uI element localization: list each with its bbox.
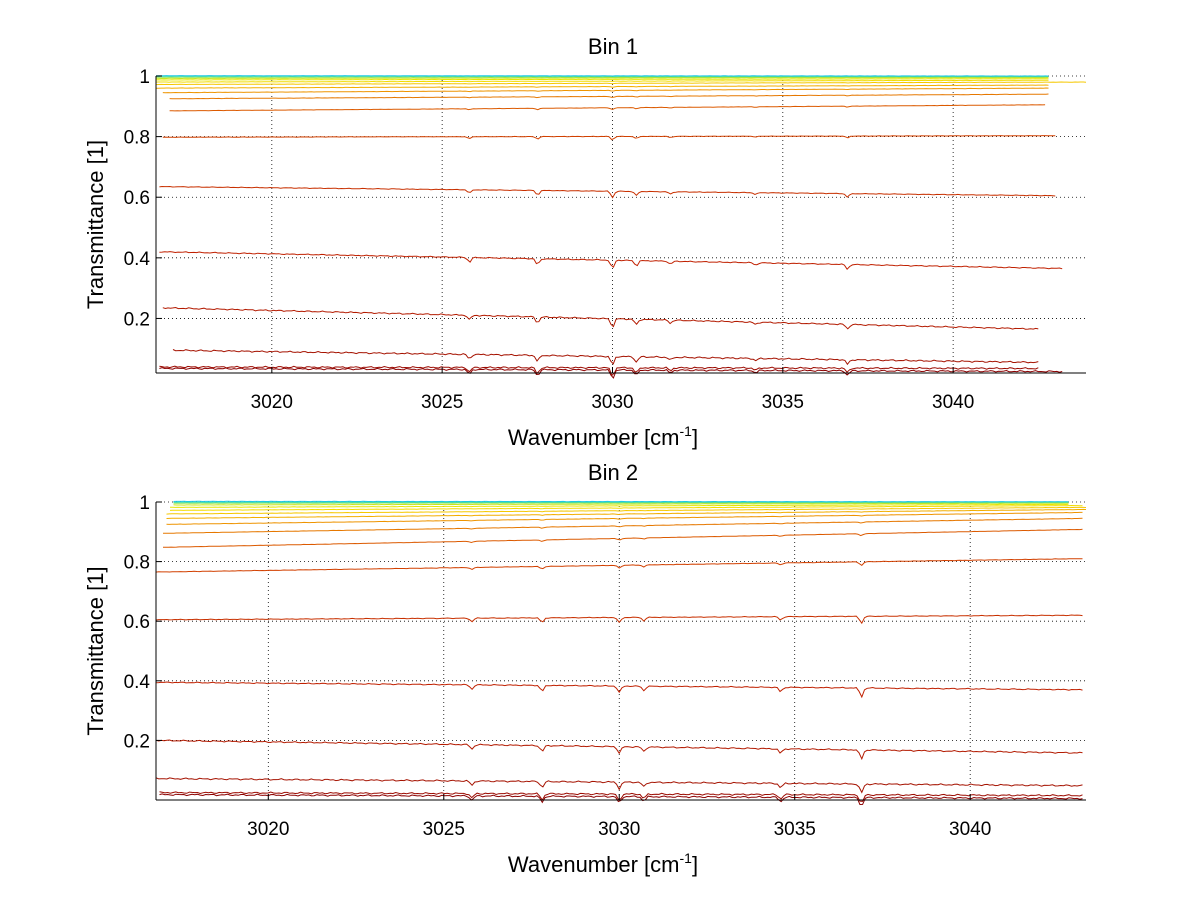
series-line	[169, 93, 1049, 100]
x-tick-label: 3020	[247, 819, 289, 840]
x-axis-title-end: ]	[692, 852, 698, 877]
x-axis-title-main: Wavenumber [cm	[508, 425, 680, 450]
chart-title: Bin 2	[588, 460, 638, 485]
series-line	[155, 78, 1049, 81]
series-line	[155, 79, 1049, 83]
series-line	[173, 502, 1069, 506]
series-line	[155, 76, 1049, 80]
x-tick-label: 3040	[949, 819, 991, 840]
series-line	[166, 508, 1087, 519]
x-tick-label: 3035	[762, 392, 804, 413]
y-tick-label: 1	[139, 67, 150, 88]
x-tick-label: 3030	[591, 392, 633, 413]
series-line	[155, 75, 1049, 77]
x-axis-title: Wavenumber [cm-1]	[508, 423, 698, 450]
series-line	[155, 777, 1083, 794]
series-line	[170, 503, 1069, 508]
y-tick-label: 0.6	[124, 188, 150, 209]
series-group	[155, 75, 1087, 379]
series-line	[155, 681, 1083, 699]
series-line	[156, 84, 1049, 89]
series-line	[159, 367, 1063, 379]
series-line	[163, 528, 1083, 548]
x-tick-label: 3035	[774, 819, 816, 840]
x-axis-title: Wavenumber [cm-1]	[508, 850, 698, 877]
series-line	[172, 349, 1039, 366]
series-line	[162, 517, 1083, 534]
series-line	[155, 81, 1087, 86]
series-line	[159, 251, 1063, 270]
series-line	[166, 506, 1087, 515]
subplot-2: 3020 3025 3030 3035 3040 0.2 0.4 0.6 0.8 1 Bin 2 Wa…	[83, 460, 1087, 877]
series-line	[166, 511, 1083, 525]
series-group	[155, 500, 1087, 806]
subplot-1: 3020 3025 3030 3035 3040 0.2 0.4 0.6 0.8 1 Bin 1 Wa…	[83, 34, 1087, 450]
series-line	[159, 365, 1039, 377]
grid	[156, 501, 1086, 800]
chart-title: Bin 1	[588, 34, 638, 59]
series-line	[155, 739, 1083, 761]
x-axis-title-main: Wavenumber [cm	[508, 852, 680, 877]
series-line	[155, 76, 1049, 78]
y-tick-label: 0.2	[124, 309, 150, 330]
x-tick-label: 3025	[423, 819, 465, 840]
series-line	[162, 135, 1056, 141]
x-tick-label: 3025	[421, 392, 463, 413]
y-axis-title: Transmittance [1]	[83, 566, 108, 735]
y-tick-label: 1	[139, 493, 150, 514]
series-line	[173, 500, 1069, 503]
y-tick-label: 0.8	[124, 128, 150, 149]
series-line	[162, 87, 1049, 94]
x-tick-label: 3030	[598, 819, 640, 840]
series-line	[169, 504, 1083, 511]
series-line	[159, 791, 1083, 802]
x-axis-title-superscript: -1	[680, 850, 693, 866]
grid	[156, 75, 1086, 373]
y-tick-label: 0.6	[124, 612, 150, 633]
series-line	[155, 614, 1083, 625]
x-axis-title-end: ]	[692, 425, 698, 450]
y-tick-label: 0.4	[124, 672, 151, 693]
y-axis-title: Transmittance [1]	[83, 140, 108, 309]
series-line	[162, 306, 1039, 330]
series-line	[173, 501, 1069, 504]
series-line	[155, 558, 1083, 573]
x-tick-label: 3040	[932, 392, 974, 413]
series-line	[159, 185, 1056, 199]
series-line	[169, 104, 1046, 112]
y-tick-label: 0.8	[124, 553, 150, 574]
y-tick-label: 0.4	[124, 249, 151, 270]
x-axis-title-superscript: -1	[680, 423, 693, 439]
x-tick-label: 3020	[251, 392, 293, 413]
y-tick-label: 0.2	[124, 731, 150, 752]
